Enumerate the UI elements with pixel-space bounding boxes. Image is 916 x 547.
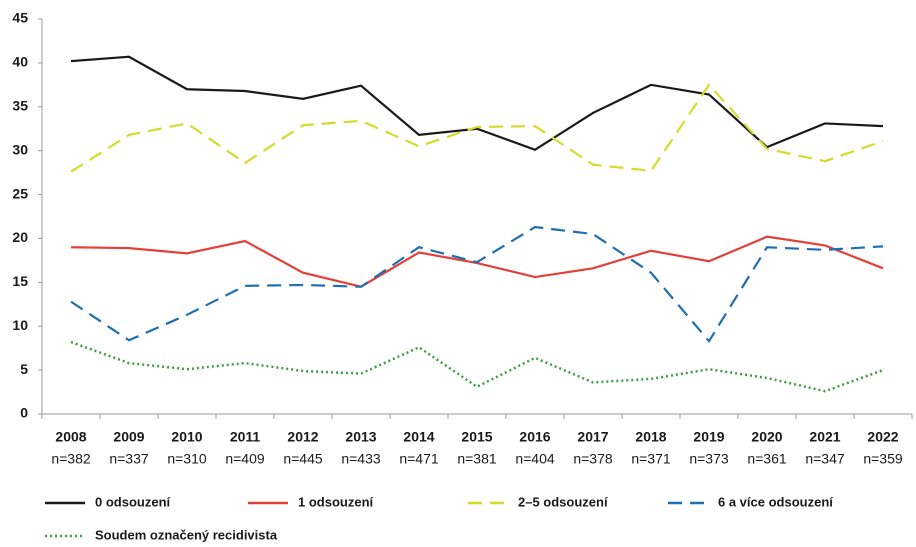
series-line <box>70 55 884 152</box>
x-tick-label: 2020 <box>751 429 782 445</box>
x-tick-sublabel: n=310 <box>167 451 207 467</box>
series-line <box>70 225 884 344</box>
x-tick-label: 2012 <box>287 429 318 445</box>
legend-label: 1 odsouzení <box>298 494 374 509</box>
x-tick-label: 2018 <box>635 429 666 445</box>
y-tick-label: 0 <box>20 405 28 421</box>
x-tick-label: 2011 <box>230 429 261 445</box>
series-line <box>70 83 884 173</box>
series-line <box>70 340 884 393</box>
x-tick-sublabel: n=347 <box>805 451 845 467</box>
y-tick-label: 5 <box>20 361 28 377</box>
x-tick-label: 2016 <box>519 429 550 445</box>
legend-label: 6 a více odsouzení <box>718 494 833 509</box>
x-tick-sublabel: n=445 <box>283 451 323 467</box>
y-tick-label: 35 <box>12 97 28 113</box>
y-tick-label: 20 <box>12 229 28 245</box>
legend-label: 2–5 odsouzení <box>518 494 608 509</box>
x-tick-sublabel: n=378 <box>573 451 613 467</box>
x-tick-label: 2017 <box>577 429 608 445</box>
x-tick-sublabel: n=371 <box>631 451 671 467</box>
x-tick-sublabel: n=433 <box>341 451 381 467</box>
y-tick-label: 40 <box>12 54 28 70</box>
legend-label: 0 odsouzení <box>95 494 171 509</box>
x-tick-sublabel: n=381 <box>457 451 497 467</box>
y-tick-label: 45 <box>12 10 28 26</box>
x-tick-sublabel: n=471 <box>399 451 439 467</box>
x-tick-sublabel: n=361 <box>747 451 787 467</box>
x-tick-sublabel: n=373 <box>689 451 729 467</box>
x-tick-sublabel: n=337 <box>109 451 149 467</box>
y-tick-label: 25 <box>12 185 28 201</box>
x-tick-label: 2015 <box>461 429 492 445</box>
x-tick-label: 2019 <box>693 429 724 445</box>
x-tick-label: 2021 <box>809 429 840 445</box>
x-tick-sublabel: n=409 <box>225 451 265 467</box>
x-tick-sublabel: n=359 <box>863 451 903 467</box>
x-tick-label: 2010 <box>171 429 202 445</box>
x-tick-label: 2009 <box>113 429 144 445</box>
y-tick-label: 30 <box>12 141 28 157</box>
x-tick-sublabel: n=382 <box>51 451 91 467</box>
x-tick-label: 2022 <box>867 429 898 445</box>
x-tick-label: 2014 <box>403 429 434 445</box>
x-tick-label: 2013 <box>345 429 376 445</box>
y-tick-label: 15 <box>12 273 28 289</box>
x-tick-label: 2008 <box>55 429 86 445</box>
legend-label: Soudem označený recidivista <box>95 527 278 542</box>
y-tick-label: 10 <box>12 317 28 333</box>
x-tick-sublabel: n=404 <box>515 451 555 467</box>
